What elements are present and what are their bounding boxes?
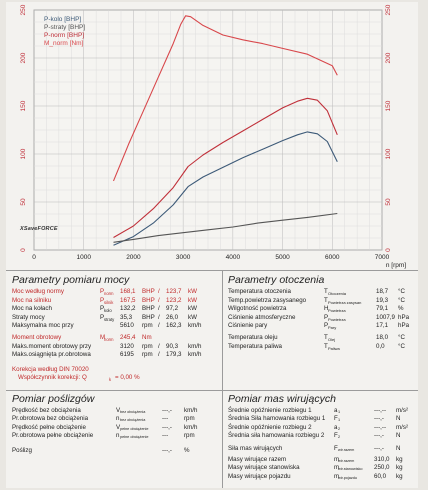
y-left-tick-label: 0 (20, 248, 27, 252)
environment-parameters-panel: Parametry otoczenia Temperatura otoczeni… (228, 274, 414, 388)
series-line-0 (113, 131, 338, 246)
mass-row: Masy wirujące pojazdu m wir.pojazdu 60,0 kg (228, 472, 403, 480)
x-tick-label: 1000 (76, 254, 91, 261)
series-line-1 (113, 212, 338, 243)
slip-measurement-panel: Pomiar poślizgów Prędkość bez obciążenia… (12, 393, 220, 487)
y-left-tick-label: 200 (20, 52, 27, 63)
y-right-tick-label: 250 (385, 4, 392, 15)
x-tick-label: 5000 (275, 254, 290, 261)
brand-logo: XSaveFORCE (20, 226, 58, 232)
environment-row: Temp.powietrza zasysanego T Powietrza zasy… (228, 296, 405, 305)
legend-p-kolo: P-kolo [BHP] (44, 16, 82, 23)
slip-row: Pr.obrotowa bez obciążenia n bez obciążeni… (12, 415, 195, 423)
panel-title: Pomiar mas wirujących (228, 393, 336, 405)
power-row: Maks.osiągnięta pr.obrotowa 6195 rpm/179,3… (12, 351, 202, 359)
y-left-tick-label: 250 (20, 4, 27, 15)
y-right-tick-label: 50 (385, 198, 392, 206)
legend-m-norm: M_norm [Nm] (44, 40, 84, 47)
y-right-tick-label: 200 (385, 52, 392, 63)
x-axis-unit: n [rpm] (386, 262, 406, 269)
environment-row: Wilgotność powietrza H Powietrza 79,1% (228, 305, 404, 314)
environment-row: Temperatura paliwa T Paliwa 0,0 °C (228, 342, 405, 351)
divider (222, 390, 223, 488)
y-right-tick-label: 100 (385, 148, 392, 159)
x-tick-label: 4000 (226, 254, 241, 261)
series-line-2 (113, 97, 338, 238)
environment-row: Ciśnienie atmosferyczne P Powietrza 1007,9 h… (228, 313, 410, 322)
divider (6, 390, 418, 391)
x-tick-label: 3000 (176, 254, 191, 261)
mass-row: Masy wirujące razem m wir.razem 310,0 kg (228, 456, 403, 463)
x-tick-label: 7000 (375, 254, 390, 261)
panel-title: Parametry otoczenia (228, 274, 325, 286)
series-line-3 (112, 15, 338, 182)
y-left-tick-label: 150 (20, 100, 27, 111)
panel-title: Pomiar poślizgów (12, 393, 95, 405)
environment-row: Temperatura otoczenia T Otoczenia 18,7 °C (228, 288, 405, 296)
power-row: Maksymalna moc przy 5610 rpm/162,3 km/h (12, 322, 202, 330)
mass-row: Masy wirujące stanowiska m wir.stanowisko 2… (228, 464, 403, 472)
legend-p-norm: P-norm [BHP] (44, 32, 85, 39)
slip-row: Poślizg ---,-% (12, 446, 190, 454)
korekcja-factor: Współczynnik korekcji: Q k = 0,00 % (18, 374, 140, 382)
mass-row: Średnia siła hamowania rozbiegu 2 F 2 ---,-… (228, 432, 401, 440)
mass-row: Średnie opóźnienie rozbiegu 1 a 1 ---,-- m/s… (228, 407, 409, 414)
environment-row: Ciśnienie pary P Pary 17,1 hPa (228, 322, 410, 331)
environment-row: Temperatura oleju T Olej 18,0 °C (228, 334, 405, 342)
dyno-report: 0 1000 2000 3000 4000 5000 6000 7000 n [rpm] 0 50 1… (6, 2, 418, 488)
mass-row: Średnie opóźnienie rozbiegu 2 a 2 ---,-- m/s… (228, 423, 409, 431)
mass-row: Średnia Siła hamowania rozbiegu 1 F 1 ---,-… (228, 415, 401, 423)
panel-title: Parametry pomiaru mocy (12, 274, 130, 286)
x-tick-label: 0 (32, 254, 36, 261)
x-tick-label: 2000 (126, 254, 141, 261)
power-row: Maks.moment obrotowy przy 3120 rpm/90,3 km/… (12, 342, 202, 350)
x-tick-label: 6000 (325, 254, 340, 261)
legend-p-straty: P-straty [BHP] (44, 24, 86, 31)
chart-legend: P-kolo [BHP] P-straty [BHP] P-norm [BHP]… (44, 16, 85, 48)
y-right-tick-label: 0 (385, 248, 392, 252)
power-parameters-panel: Parametry pomiaru mocy Moc według normy P… (12, 274, 220, 388)
rotating-mass-panel: Pomiar mas wirujących Średnie opóźnienie… (228, 393, 414, 487)
y-left-tick-label: 50 (20, 198, 27, 206)
divider (222, 270, 223, 390)
divider (6, 270, 418, 271)
y-left-tick-label: 100 (20, 148, 27, 159)
korekcja-label: Korekcja według DIN 70020 (12, 366, 89, 373)
y-right-tick-label: 150 (385, 100, 392, 111)
slip-row: Pr.obrotowa pełne obciążenie n pełne obcią… (12, 432, 195, 440)
